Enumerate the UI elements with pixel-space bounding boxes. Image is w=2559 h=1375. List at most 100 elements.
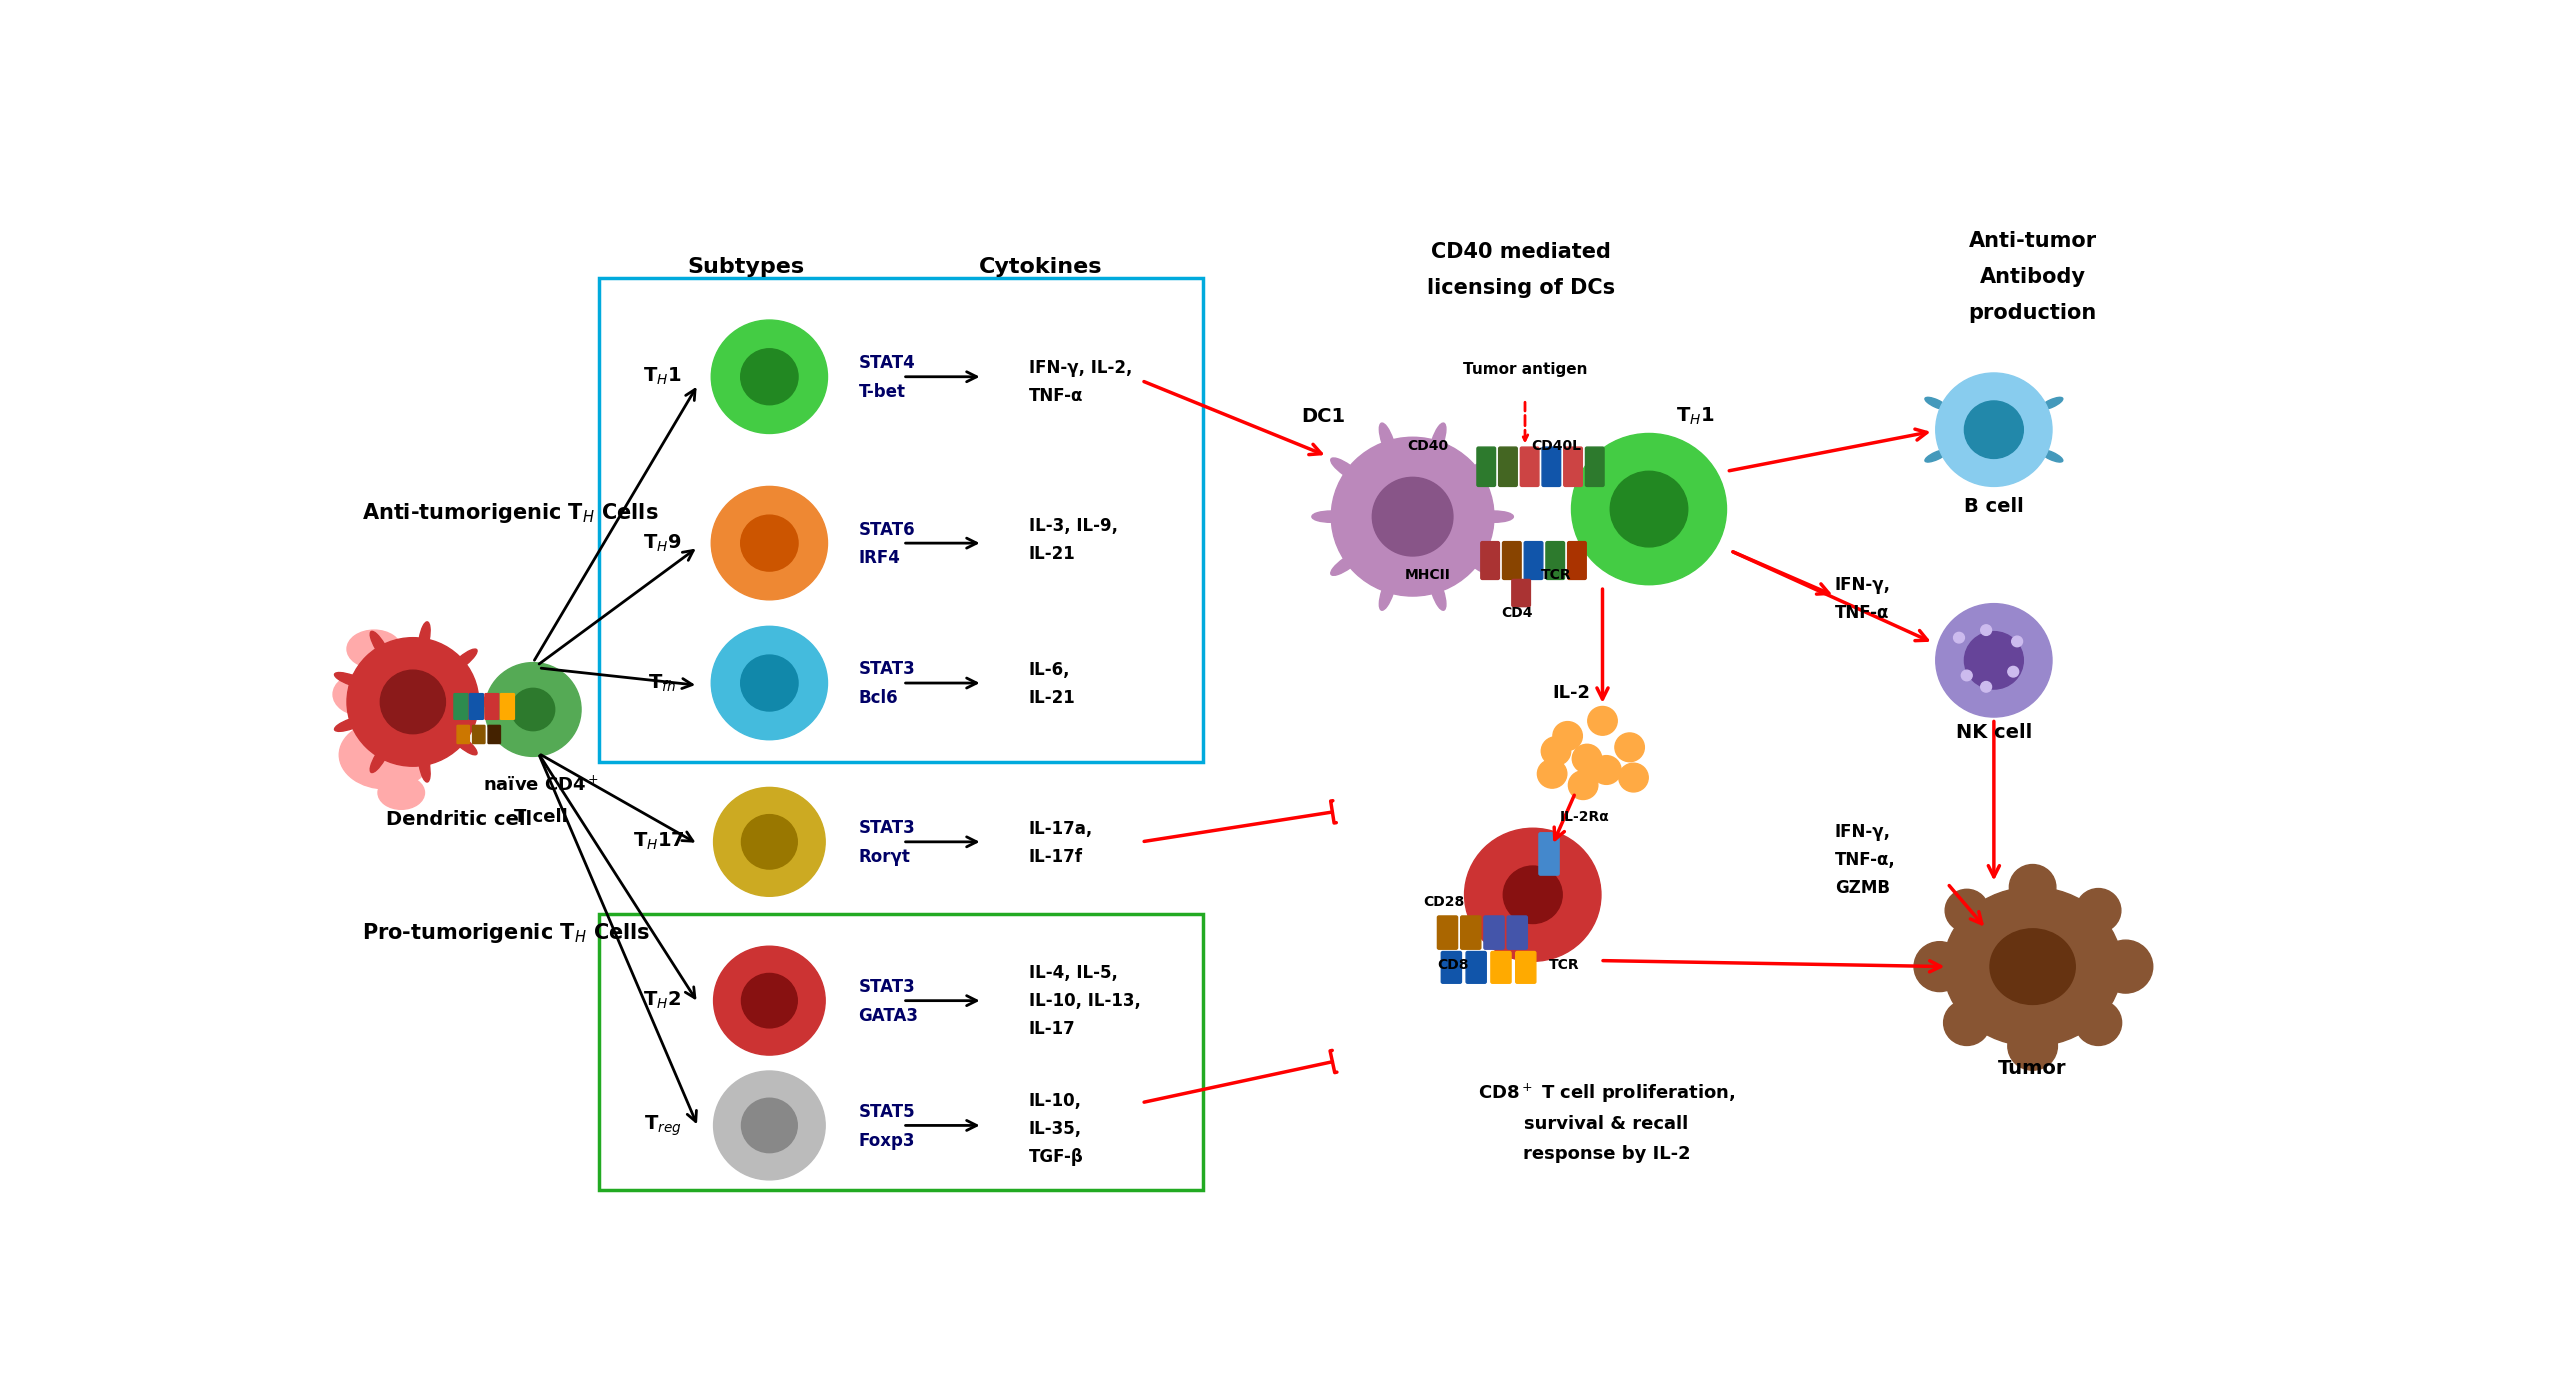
FancyBboxPatch shape [473, 726, 486, 744]
Circle shape [1914, 942, 1965, 991]
Text: IL-17: IL-17 [1029, 1020, 1075, 1038]
Ellipse shape [340, 720, 432, 789]
Ellipse shape [371, 742, 389, 773]
Text: CD8: CD8 [1438, 958, 1469, 972]
Text: Dendritic cell: Dendritic cell [386, 810, 532, 829]
Circle shape [1960, 670, 1973, 681]
Circle shape [1945, 890, 1988, 932]
Ellipse shape [740, 654, 798, 711]
Text: T$_H$2: T$_H$2 [642, 990, 681, 1011]
Text: NK cell: NK cell [1955, 723, 2032, 741]
Ellipse shape [1942, 887, 2121, 1046]
Text: CD4: CD4 [1502, 606, 1533, 620]
Text: T$_{reg}$: T$_{reg}$ [645, 1114, 681, 1137]
Text: IRF4: IRF4 [857, 549, 901, 568]
Ellipse shape [1474, 512, 1512, 522]
FancyBboxPatch shape [1569, 542, 1587, 579]
Ellipse shape [714, 1071, 824, 1180]
Text: GZMB: GZMB [1835, 879, 1891, 896]
Text: IL-3, IL-9,: IL-3, IL-9, [1029, 517, 1118, 535]
Text: TCR: TCR [1548, 958, 1579, 972]
Text: Antibody: Antibody [1981, 267, 2086, 287]
Text: CD40 mediated: CD40 mediated [1430, 242, 1612, 263]
Text: production: production [1968, 304, 2096, 323]
Text: T$_H$1: T$_H$1 [642, 366, 681, 388]
FancyBboxPatch shape [1482, 542, 1500, 579]
Text: TNF-α: TNF-α [1029, 386, 1082, 404]
Text: STAT4: STAT4 [857, 355, 916, 373]
Ellipse shape [740, 349, 798, 404]
FancyBboxPatch shape [1520, 447, 1538, 487]
Ellipse shape [335, 672, 368, 688]
Ellipse shape [1502, 866, 1561, 924]
Text: T$_H$1: T$_H$1 [1676, 406, 1715, 426]
Ellipse shape [1935, 373, 2052, 487]
Text: IL-35,: IL-35, [1029, 1121, 1082, 1138]
Circle shape [2009, 1022, 2057, 1070]
Ellipse shape [2040, 450, 2063, 462]
Circle shape [2009, 865, 2055, 910]
Circle shape [1953, 632, 1965, 644]
Ellipse shape [1379, 575, 1395, 610]
Text: GATA3: GATA3 [857, 1006, 919, 1024]
Ellipse shape [711, 487, 827, 600]
Ellipse shape [1610, 472, 1689, 547]
Ellipse shape [1461, 551, 1494, 575]
FancyBboxPatch shape [502, 693, 514, 719]
FancyBboxPatch shape [1512, 579, 1530, 606]
Text: survival & recall: survival & recall [1525, 1115, 1689, 1133]
FancyBboxPatch shape [1538, 833, 1558, 874]
Circle shape [2011, 637, 2022, 646]
FancyBboxPatch shape [453, 693, 468, 719]
FancyBboxPatch shape [1525, 542, 1543, 579]
FancyBboxPatch shape [1515, 951, 1535, 983]
Text: IL-17f: IL-17f [1029, 848, 1082, 866]
Ellipse shape [512, 689, 555, 730]
Text: TGF-β: TGF-β [1029, 1148, 1085, 1166]
Text: IL-17a,: IL-17a, [1029, 820, 1093, 837]
Ellipse shape [1430, 424, 1446, 459]
Circle shape [1981, 682, 1991, 692]
Text: Anti-tumor: Anti-tumor [1968, 231, 2096, 250]
Ellipse shape [348, 630, 402, 668]
Ellipse shape [1331, 458, 1364, 483]
Text: STAT3: STAT3 [857, 978, 916, 996]
Text: DC1: DC1 [1303, 407, 1346, 426]
Ellipse shape [1430, 575, 1446, 610]
Text: CD28: CD28 [1423, 895, 1464, 909]
Ellipse shape [348, 638, 479, 766]
Text: IFN-γ,: IFN-γ, [1835, 824, 1891, 842]
Ellipse shape [742, 1099, 798, 1152]
Ellipse shape [742, 974, 798, 1028]
Text: Rorγt: Rorγt [857, 848, 911, 866]
FancyBboxPatch shape [1502, 542, 1520, 579]
Ellipse shape [1991, 930, 2075, 1004]
Ellipse shape [742, 814, 798, 869]
Ellipse shape [714, 788, 824, 896]
Ellipse shape [335, 716, 368, 732]
FancyBboxPatch shape [1477, 447, 1494, 487]
FancyBboxPatch shape [1461, 916, 1482, 949]
Circle shape [1615, 733, 1645, 762]
Ellipse shape [740, 516, 798, 571]
Ellipse shape [381, 670, 445, 734]
Ellipse shape [450, 649, 476, 672]
Ellipse shape [1331, 551, 1364, 575]
Text: T-bet: T-bet [857, 382, 906, 402]
Ellipse shape [1965, 631, 2024, 689]
Text: CD40: CD40 [1407, 440, 1448, 454]
Ellipse shape [1331, 437, 1494, 597]
FancyBboxPatch shape [1466, 951, 1487, 983]
Circle shape [1538, 759, 1566, 788]
Text: CD8$^+$ T cell proliferation,: CD8$^+$ T cell proliferation, [1477, 1082, 1735, 1106]
Text: IL-10,: IL-10, [1029, 1092, 1082, 1110]
Circle shape [1620, 763, 1648, 792]
Circle shape [2009, 667, 2019, 676]
Text: IL-6,: IL-6, [1029, 661, 1070, 679]
FancyBboxPatch shape [1484, 916, 1505, 949]
Ellipse shape [1379, 424, 1395, 459]
Text: response by IL-2: response by IL-2 [1523, 1145, 1689, 1163]
Circle shape [1981, 624, 1991, 635]
FancyBboxPatch shape [1546, 542, 1564, 579]
Text: T cell: T cell [514, 808, 568, 826]
